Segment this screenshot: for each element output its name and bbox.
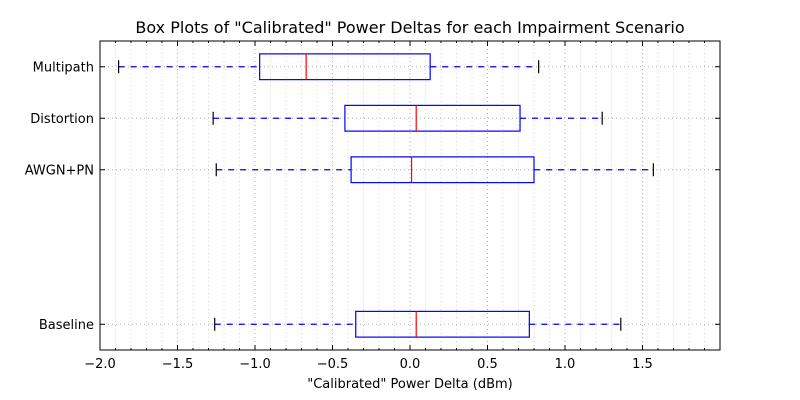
- category-label-awgn-pn: AWGN+PN: [25, 163, 94, 178]
- x-tick-label: −1.0: [239, 357, 271, 372]
- iqr-box: [344, 104, 521, 132]
- x-tick-label: −0.5: [317, 357, 349, 372]
- box-baseline: [214, 310, 622, 338]
- x-tick-label: −1.5: [162, 357, 194, 372]
- x-tick-label: 0.5: [477, 357, 498, 372]
- box-layer: [117, 53, 654, 338]
- box-multipath: [117, 53, 540, 81]
- plot-frame: [99, 40, 721, 351]
- grid-layer: [99, 41, 720, 350]
- x-tick-label: −2.0: [84, 357, 116, 372]
- iqr-box: [350, 156, 535, 184]
- iqr-box: [259, 53, 431, 81]
- y-axis: Baseline AWGN+PN Distortion Multipath: [25, 60, 94, 333]
- chart-title: Box Plots of "Calibrated" Power Deltas f…: [135, 18, 684, 37]
- category-label-multipath: Multipath: [33, 60, 94, 75]
- x-tick-label: 0.0: [400, 357, 421, 372]
- category-label-baseline: Baseline: [39, 318, 94, 333]
- x-tick-label: 1.0: [555, 357, 576, 372]
- box-awgn-pn: [215, 156, 654, 184]
- x-axis-label: "Calibrated" Power Delta (dBm): [307, 377, 513, 392]
- x-axis: −2.0 −1.5 −1.0 −0.5 0.0 0.5 1.0 1.5: [84, 41, 720, 372]
- iqr-box: [355, 310, 530, 338]
- category-label-distortion: Distortion: [30, 112, 94, 127]
- x-tick-label: 1.5: [632, 357, 653, 372]
- box-distortion: [212, 104, 603, 132]
